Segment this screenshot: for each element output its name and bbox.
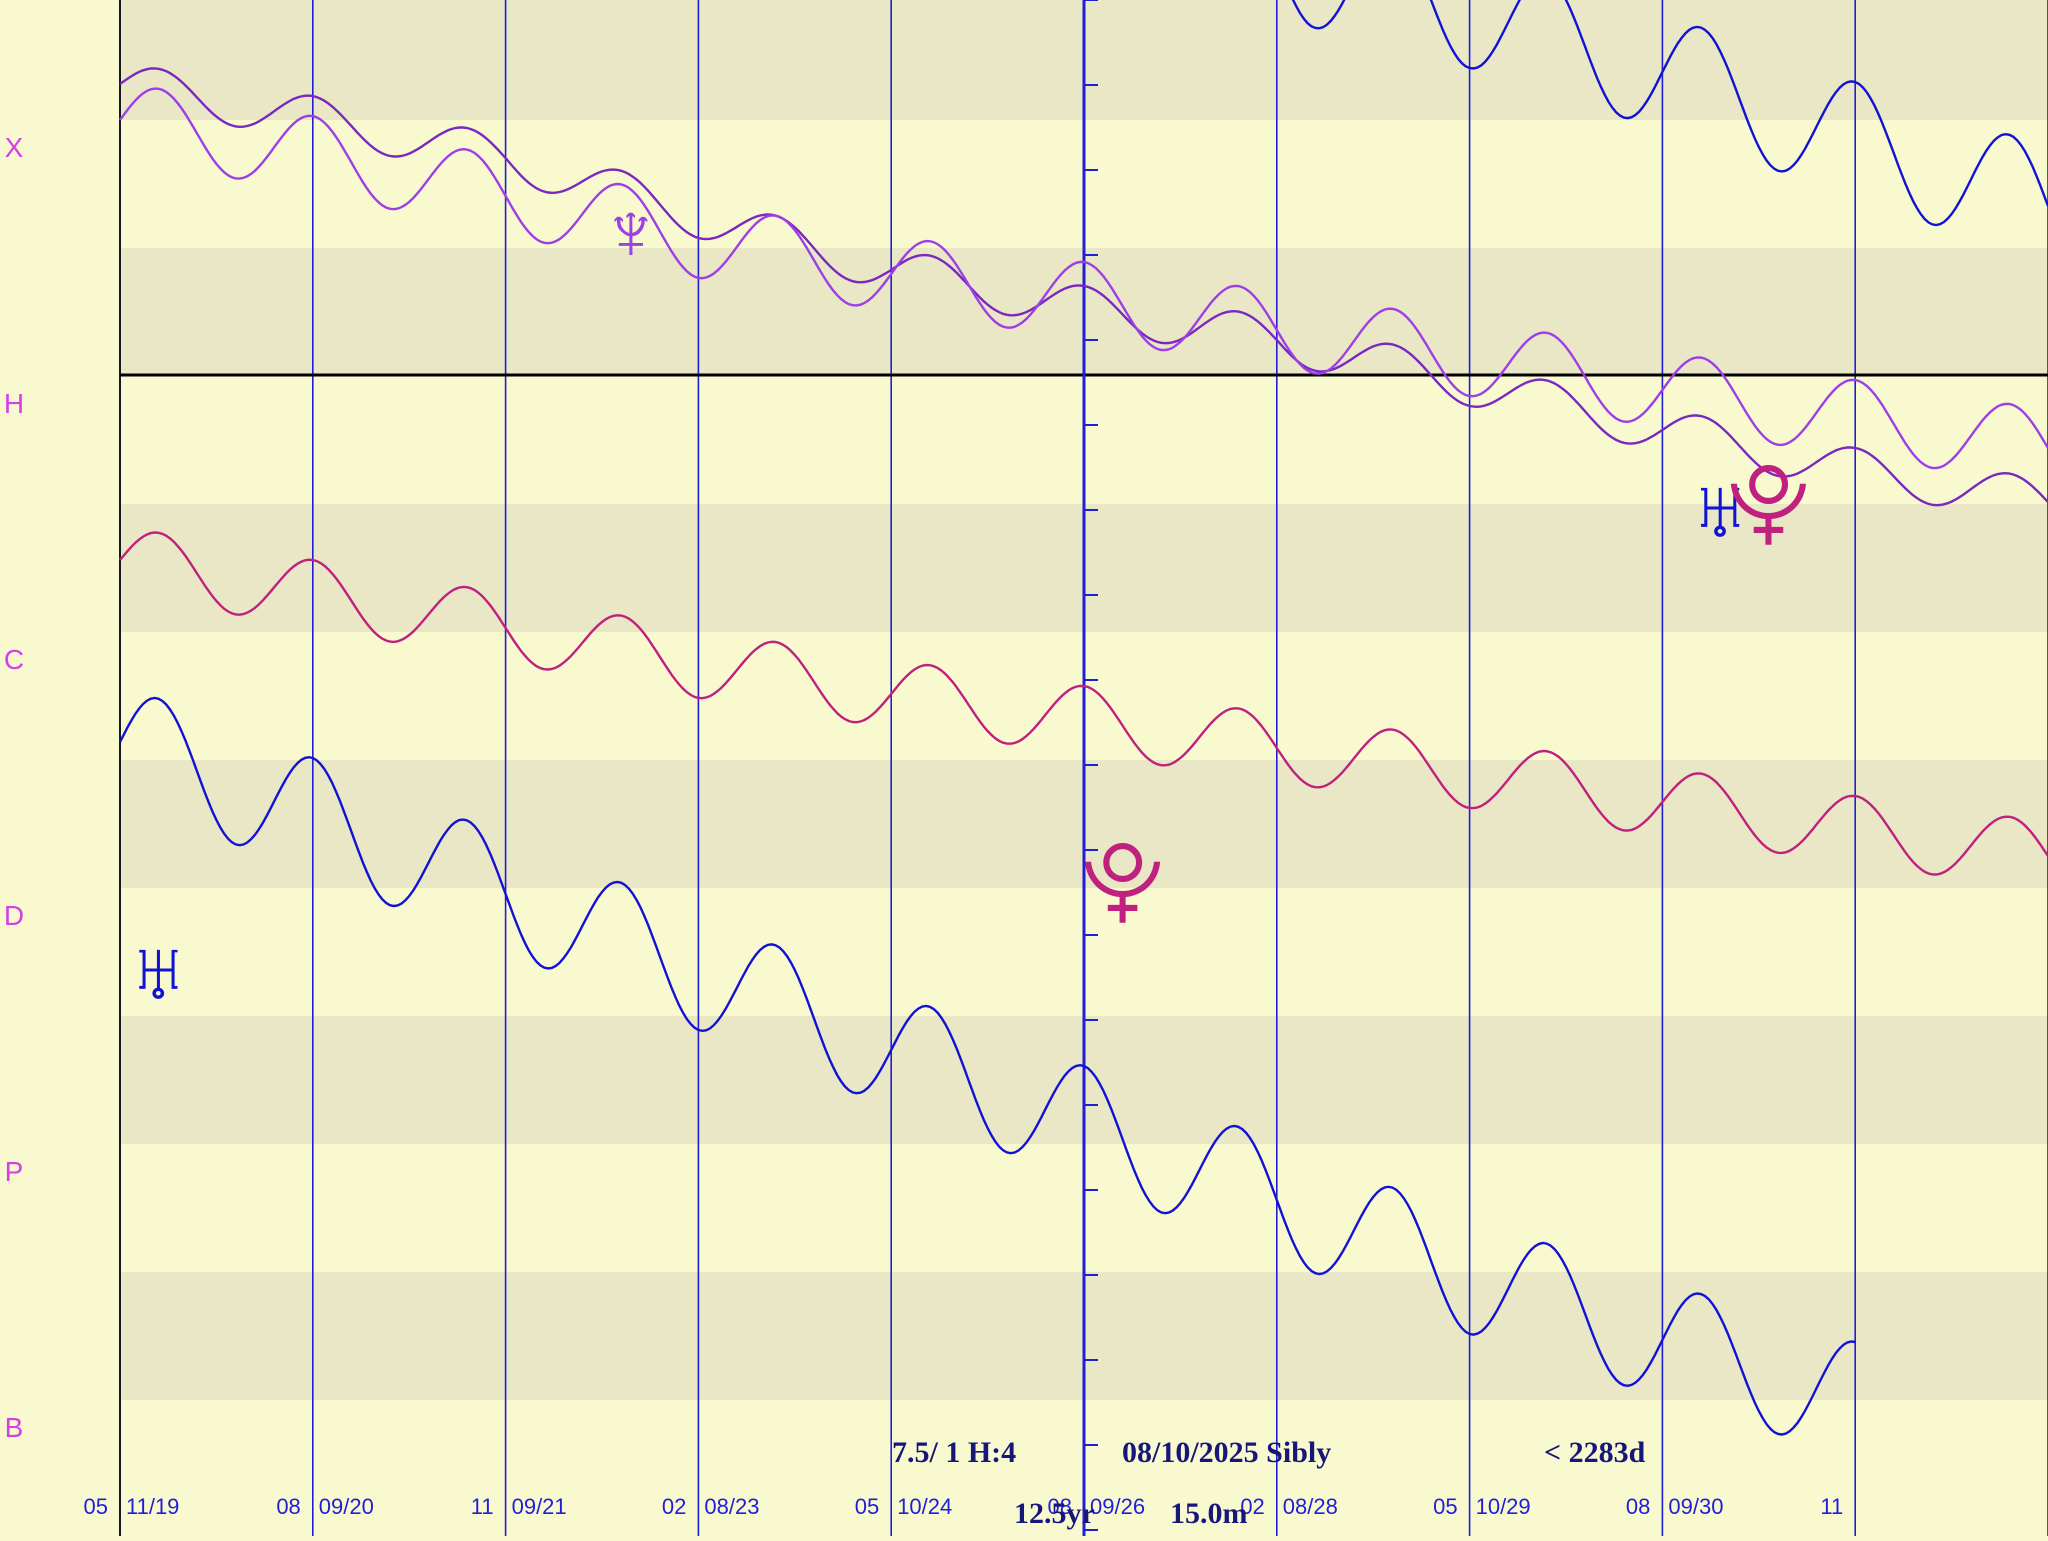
neptune-icon: ♆ xyxy=(599,184,662,278)
x-tick-labels: 05 11/19 08 09/20 11 09/21 02 08/23 05 10/24 08 09/… xyxy=(84,1494,1844,1519)
series-line-neptune xyxy=(119,67,2048,507)
house-label: H xyxy=(4,388,24,419)
x-tick-hour: 02 xyxy=(662,1494,686,1519)
pluto-icon: ⯓ xyxy=(1727,456,1809,550)
series-group xyxy=(118,0,2048,1436)
x-tick-date: 11/19 xyxy=(126,1494,179,1519)
x-tick-hour: 11 xyxy=(1820,1494,1843,1519)
pluto-icon: ⯓ xyxy=(1082,834,1164,928)
x-tick-hour: 08 xyxy=(276,1494,300,1519)
series-line-neptune xyxy=(119,87,2048,470)
info-line1-left: 7.5/ 1 H:4 xyxy=(892,1436,1016,1469)
x-tick-hour: 02 xyxy=(1240,1494,1264,1519)
house-label: B xyxy=(5,1412,24,1443)
x-tick-hour: 05 xyxy=(855,1494,879,1519)
x-tick-date: 09/20 xyxy=(319,1494,374,1519)
info-line1-right: < 2283d xyxy=(1544,1436,1646,1469)
x-tick-hour: 08 xyxy=(1048,1494,1072,1519)
x-tick-hour: 11 xyxy=(471,1494,494,1519)
x-tick-date: 09/21 xyxy=(512,1494,567,1519)
x-tick-date: 10/29 xyxy=(1476,1494,1531,1519)
house-label: D xyxy=(4,900,24,931)
x-tick-hour: 05 xyxy=(84,1494,108,1519)
x-tick-date: 08/28 xyxy=(1283,1494,1338,1519)
uranus-icon: ♅ xyxy=(127,924,190,1018)
x-tick-date: 09/30 xyxy=(1668,1494,1723,1519)
x-tick-hour: 08 xyxy=(1626,1494,1650,1519)
info-line2-right: 15.0m xyxy=(1170,1497,1248,1530)
planet-markers: ♆⯓♅♅⯓ xyxy=(127,184,1809,1018)
info-panel: 7.5/ 1 H:4 08/10/2025 Sibly < 2283d 12.5… xyxy=(892,1436,1646,1530)
series-line-pluto xyxy=(119,531,2048,876)
house-label: C xyxy=(4,644,24,675)
series-line-uranus xyxy=(1291,0,2048,227)
now-axis xyxy=(1082,0,1098,1536)
uranus-icon: ♅ xyxy=(1689,462,1752,556)
x-tick-hour: 05 xyxy=(1433,1494,1457,1519)
info-line1-mid: 08/10/2025 Sibly xyxy=(1122,1436,1331,1469)
house-label: P xyxy=(5,1156,24,1187)
x-tick-date: 09/26 xyxy=(1090,1494,1145,1519)
info-line2-left: 12.5yr xyxy=(1014,1497,1095,1530)
x-tick-date: 10/24 xyxy=(897,1494,952,1519)
series-line-uranus xyxy=(118,696,1856,1436)
house-labels: X H C D P B xyxy=(4,132,24,1443)
x-tick-date: 08/23 xyxy=(704,1494,759,1519)
house-label: X xyxy=(5,132,24,163)
